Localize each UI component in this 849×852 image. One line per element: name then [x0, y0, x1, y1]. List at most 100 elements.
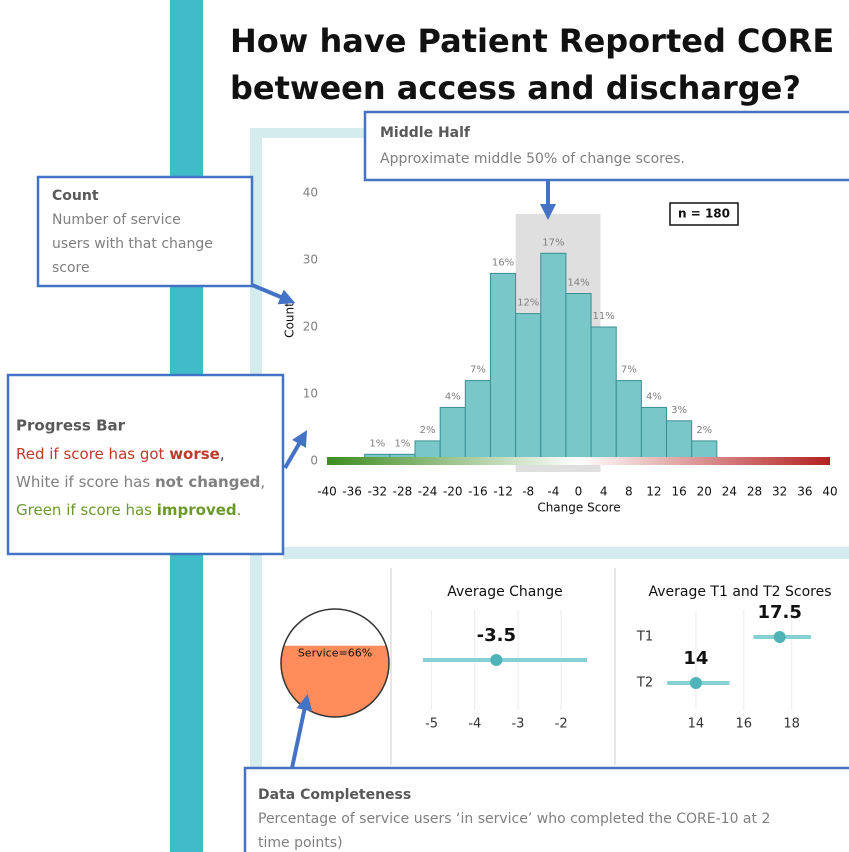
- callout-segment: ,: [260, 473, 265, 491]
- bar: [515, 313, 542, 462]
- value-label: 14: [683, 648, 708, 669]
- panel-title: Average Change: [447, 584, 563, 600]
- callout-arrow: [290, 694, 313, 769]
- bar: [640, 406, 668, 462]
- callout-segment: Green if score has: [16, 501, 157, 519]
- x-tick-label: 36: [797, 485, 812, 499]
- x-tick-label: 16: [736, 717, 753, 732]
- y-tick-label: 0: [310, 454, 318, 468]
- x-tick-label: -12: [493, 485, 513, 499]
- callout-arrow: [251, 283, 296, 305]
- x-tick-label: -5: [425, 717, 438, 732]
- callout-title: Progress Bar: [16, 417, 126, 435]
- point: [773, 631, 786, 643]
- callout-box: [243, 766, 849, 852]
- x-tick-label: -36: [342, 485, 362, 499]
- callout-title: Data Completeness: [258, 787, 411, 803]
- bar: [489, 272, 517, 462]
- bar-label: 17%: [542, 237, 564, 248]
- bar-label: 2%: [696, 425, 712, 436]
- x-tick-label: -40: [317, 485, 337, 499]
- callout-segment: .: [237, 501, 242, 519]
- callout-title: Count: [52, 188, 99, 204]
- x-tick-label: -16: [468, 485, 488, 499]
- x-tick-label: -28: [393, 485, 413, 499]
- callout-title: Middle Half: [380, 125, 471, 141]
- bar: [590, 326, 617, 462]
- callout-segment: worse: [169, 445, 220, 463]
- gauge-label: Service=66%: [298, 647, 372, 660]
- bar-label: 14%: [567, 278, 589, 289]
- bar-label: 4%: [445, 391, 461, 402]
- x-tick-label: 24: [722, 485, 737, 499]
- bar: [439, 406, 466, 462]
- x-tick-label: -20: [443, 485, 463, 499]
- callout-segment: Red if score has got: [16, 445, 169, 463]
- x-tick-label: 40: [822, 485, 837, 499]
- x-tick-label: -32: [367, 485, 387, 499]
- x-tick-label: 12: [646, 485, 661, 499]
- callout-text: Percentage of service users ‘in service’…: [258, 811, 770, 827]
- x-tick-label: 18: [783, 717, 800, 732]
- x-tick-label: -4: [547, 485, 559, 499]
- frame: [283, 547, 849, 559]
- bar: [464, 380, 491, 462]
- callout-text: White if score has not changed,: [16, 473, 265, 491]
- x-tick-label: -3: [511, 717, 524, 732]
- y-tick-label: 30: [303, 253, 318, 267]
- title: between access and discharge?: [230, 69, 801, 107]
- point: [689, 677, 702, 689]
- gauge-outline: [280, 608, 390, 718]
- bar-label: 4%: [646, 391, 662, 402]
- bar-label: 12%: [517, 298, 539, 309]
- y-tick-label: 40: [303, 186, 318, 200]
- callout-text: Green if score has improved.: [16, 501, 241, 519]
- callout-segment: White if score has: [16, 473, 155, 491]
- y-axis-label: Count: [283, 302, 297, 338]
- value-label: -3.5: [477, 625, 516, 646]
- x-tick-label: 4: [600, 485, 608, 499]
- x-tick-label: 8: [625, 485, 633, 499]
- value-label: 17.5: [758, 602, 802, 623]
- bar-label: 16%: [492, 257, 514, 268]
- callout-box: [363, 110, 849, 182]
- bar-label: 11%: [593, 311, 615, 322]
- callout-text: score: [52, 260, 90, 276]
- point: [490, 654, 503, 666]
- n-box: [669, 202, 739, 226]
- callout-text: time points): [258, 835, 343, 851]
- x-tick-label: -8: [522, 485, 534, 499]
- category-label: T1: [636, 630, 653, 645]
- callout-text: Number of service: [52, 212, 181, 228]
- callout-box: [36, 175, 254, 288]
- x-axis-label: Change Score: [537, 501, 620, 515]
- bar-label: 1%: [369, 438, 385, 449]
- bar-label: 2%: [420, 425, 436, 436]
- bar-label: 3%: [671, 405, 687, 416]
- x-tick-label: 28: [747, 485, 762, 499]
- panel-title: Average T1 and T2 Scores: [648, 584, 831, 600]
- category-label: T2: [636, 676, 653, 691]
- callout-segment: ,: [220, 445, 225, 463]
- bar-label: 1%: [395, 438, 411, 449]
- callout-box: [6, 373, 285, 556]
- y-tick-label: 10: [303, 387, 318, 401]
- progress-bar: [327, 457, 830, 465]
- x-tick-label: -4: [468, 717, 481, 732]
- x-tick-label: -2: [555, 717, 568, 732]
- n-label: n = 180: [678, 207, 730, 221]
- x-tick-label: 14: [688, 717, 705, 732]
- callout-text: Approximate middle 50% of change scores.: [380, 151, 685, 167]
- title: How have Patient Reported CORE 10 S: [230, 22, 849, 60]
- x-tick-label: 20: [697, 485, 712, 499]
- callout-arrow: [283, 430, 308, 470]
- x-tick-label: 32: [772, 485, 787, 499]
- bar: [666, 420, 693, 462]
- callout-text: Red if score has got worse,: [16, 445, 225, 463]
- callout-segment: not changed: [155, 473, 260, 491]
- bar-label: 7%: [470, 365, 486, 376]
- x-tick-label: 16: [671, 485, 686, 499]
- callout-segment: improved: [157, 501, 237, 519]
- bar-label: 7%: [621, 365, 637, 376]
